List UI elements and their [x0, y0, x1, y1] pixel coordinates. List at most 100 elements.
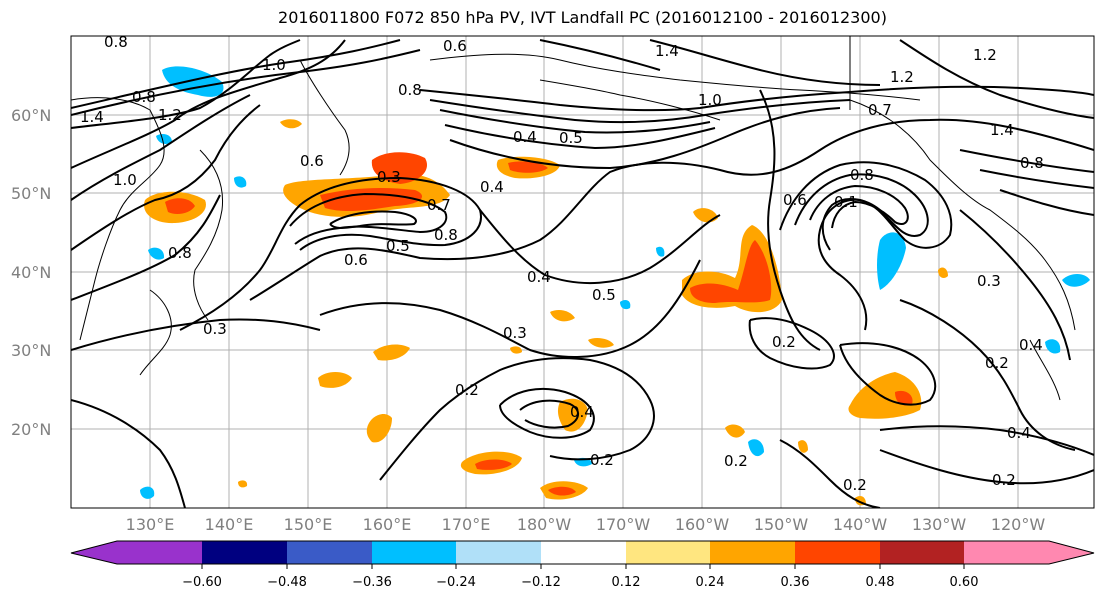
- map-panel: 0.8 0.6 1.4 1.0 0.8 1.4 1.2 1.2 0.4 0.5 …: [70, 33, 1095, 509]
- colorbar-segment: [880, 541, 966, 564]
- contour-label: 1.0: [262, 56, 286, 74]
- pv-patch: [280, 119, 302, 129]
- pv-patch: [656, 246, 665, 257]
- contour-label: 0.7: [868, 101, 892, 119]
- pv-patch: [320, 187, 423, 212]
- pv-shading: [140, 66, 1090, 506]
- contour-label: 0.3: [203, 320, 227, 338]
- lon-label: 170°W: [596, 515, 651, 534]
- contour-label: 0.3: [977, 272, 1001, 290]
- colorbar-segment: [626, 541, 712, 564]
- pv-patch: [510, 346, 522, 354]
- lon-label: 150°E: [284, 515, 333, 534]
- pv-patch: [508, 161, 548, 173]
- colorbar-tick-label: 0.60: [950, 575, 979, 590]
- contour-label: 1.0: [113, 171, 137, 189]
- lat-label: 30°N: [11, 341, 51, 360]
- pv-patch: [550, 310, 575, 322]
- contour-label: 0.2: [455, 381, 479, 399]
- contour-label: 0.4: [570, 403, 594, 421]
- pv-patch: [895, 390, 913, 406]
- pv-patch: [748, 439, 764, 457]
- pv-patch: [156, 134, 172, 144]
- contour-label: 0.4: [480, 178, 504, 196]
- colorbar-segment: [541, 541, 627, 564]
- contour-label: 0.5: [559, 129, 583, 147]
- colorbar-segment: [456, 541, 542, 564]
- colorbar-tick-label: −0.12: [521, 575, 561, 590]
- pv-patch: [238, 480, 248, 488]
- colorbar-tick-label: 0.12: [612, 575, 641, 590]
- contour-label: 0.2: [985, 354, 1009, 372]
- contour-label: 0.8: [132, 88, 156, 106]
- colorbar-segment: [287, 541, 373, 564]
- contour-label: 0.8: [434, 226, 458, 244]
- contour-label: 0.6: [443, 37, 467, 55]
- contour-label: 0.6: [344, 251, 368, 269]
- colorbar: −0.60 −0.48 −0.36 −0.24 −0.12 0.12 0.24 …: [70, 540, 1095, 590]
- lat-label: 20°N: [11, 420, 51, 439]
- lat-label: 50°N: [11, 184, 51, 203]
- contour-label: 1.2: [158, 106, 182, 124]
- contour-label: 0.2: [590, 451, 614, 469]
- pv-patch: [318, 372, 352, 388]
- contour-label: 1.4: [80, 108, 104, 126]
- colorbar-tick-label: 0.48: [866, 575, 895, 590]
- pv-contours: [71, 39, 1094, 508]
- latitude-labels: 60°N 50°N 40°N 30°N 20°N: [11, 106, 51, 439]
- colorbar-segment: [795, 541, 881, 564]
- contour-labels: 0.8 0.6 1.4 1.0 0.8 1.4 1.2 1.2 0.4 0.5 …: [80, 33, 1044, 494]
- contour-label: 0.4: [513, 128, 537, 146]
- lon-label: 130°W: [912, 515, 967, 534]
- contour-label: 0.8: [104, 33, 128, 51]
- lat-label: 60°N: [11, 106, 51, 125]
- contour-label: 0.2: [724, 452, 748, 470]
- colorbar-segment: [117, 541, 203, 564]
- contour-label: 1.4: [990, 121, 1014, 139]
- contour-label: 0.8: [398, 81, 422, 99]
- contour-label: 0.1: [834, 193, 858, 211]
- pv-patch: [475, 459, 512, 470]
- pv-patch: [373, 344, 410, 361]
- colorbar-segment: [202, 541, 288, 564]
- pv-patch: [877, 232, 906, 290]
- contour-label: 1.2: [890, 68, 914, 86]
- pv-patch: [140, 486, 155, 499]
- lon-label: 140°W: [833, 515, 888, 534]
- pv-patch: [848, 372, 922, 419]
- pv-patch: [548, 486, 576, 496]
- colorbar-tick-label: −0.48: [267, 575, 307, 590]
- lon-label: 160°E: [363, 515, 412, 534]
- contour-label: 1.0: [698, 91, 722, 109]
- colorbar-tick-label: 0.36: [781, 575, 810, 590]
- pv-patch: [165, 198, 195, 214]
- lon-label: 170°E: [442, 515, 491, 534]
- contour-label: 0.8: [850, 166, 874, 184]
- colorbar-tick-label: 0.24: [696, 575, 725, 590]
- colorbar-tick-label: −0.24: [436, 575, 476, 590]
- colorbar-max-extension: [1049, 541, 1094, 564]
- colorbar-min-extension: [71, 541, 117, 564]
- contour-label: 0.6: [300, 152, 324, 170]
- contour-label: 0.8: [168, 244, 192, 262]
- pv-patch: [1045, 339, 1061, 354]
- colorbar-segment: [710, 541, 796, 564]
- contour-label: 0.2: [772, 333, 796, 351]
- colorbar-ticks: [201, 564, 965, 569]
- contour-label: 0.2: [992, 471, 1016, 489]
- pv-patch: [234, 176, 247, 188]
- longitude-labels: 130°E 140°E 150°E 160°E 170°E 180°W 170°…: [126, 515, 1046, 534]
- colorbar-segment: [964, 541, 1050, 564]
- contour-label: 1.2: [973, 46, 997, 64]
- contour-label: 0.8: [1020, 154, 1044, 172]
- contour-label: 0.4: [527, 268, 551, 286]
- colorbar-tick-label: −0.60: [182, 575, 222, 590]
- contour-label: 0.3: [377, 168, 401, 186]
- contour-label: 0.3: [503, 324, 527, 342]
- pv-patch: [798, 440, 808, 453]
- lon-label: 120°W: [991, 515, 1046, 534]
- pv-patch: [938, 267, 948, 278]
- pv-patch: [148, 247, 165, 260]
- contour-label: 0.5: [386, 237, 410, 255]
- pv-patch: [366, 414, 392, 443]
